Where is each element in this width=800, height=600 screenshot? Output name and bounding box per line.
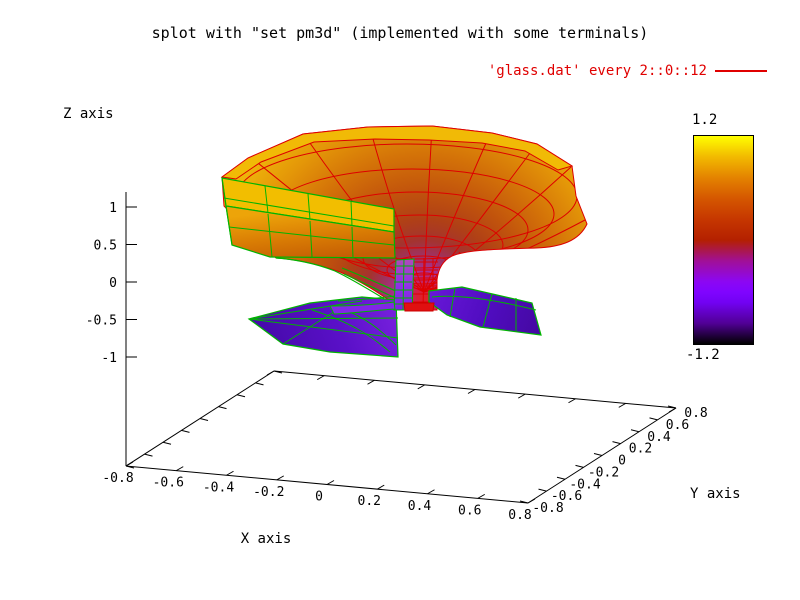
x-tick — [125, 461, 134, 467]
z-tick-label: 0 — [109, 276, 117, 291]
y-tick-mirror — [199, 418, 209, 421]
x-tick-label: -0.8 — [102, 471, 133, 486]
x-tick — [527, 498, 536, 504]
z-axis-label: Z axis — [63, 106, 114, 122]
x-tick-label: -0.6 — [153, 476, 184, 491]
axes: -0.8 -0.6 -0.4 -0.2 0 0.2 0.4 0.6 0.8 -0.8-0.6-0.… — [86, 192, 708, 523]
x-tick-label: 0.8 — [508, 508, 531, 523]
x-tick-label: 0.6 — [458, 503, 481, 518]
x-tick-label: 0.2 — [358, 494, 381, 509]
y-tick — [593, 453, 603, 456]
x-tick-label: 0.4 — [408, 499, 432, 514]
stem-bottom — [403, 302, 435, 312]
base-right-petal-mesh — [431, 287, 537, 331]
glass-surface — [220, 125, 588, 358]
x-tick-mirror — [367, 379, 375, 385]
y-tick-label: 0.6 — [666, 418, 689, 433]
z-tick-label: 0.5 — [94, 239, 117, 254]
x-tick — [326, 480, 335, 485]
y-tick — [556, 476, 566, 480]
x-tick — [276, 475, 284, 481]
rim-band-front-mesh — [221, 177, 395, 259]
y-tick — [575, 464, 584, 468]
x-tick-mirror — [467, 389, 476, 394]
x-tick — [477, 493, 485, 499]
legend: 'glass.dat' every 2::0::12 — [488, 63, 767, 79]
y-tick-label: 0.2 — [629, 442, 652, 457]
y-tick-mirror — [255, 382, 264, 386]
y-tick-mirror — [273, 370, 283, 374]
colorbar-min-label: -1.2 — [686, 347, 720, 363]
y-tick-mirror — [144, 453, 153, 457]
y-tick-label: -0.4 — [569, 477, 600, 492]
x-tick-mirror — [618, 402, 626, 408]
x-tick — [176, 466, 184, 472]
y-tick — [667, 405, 677, 409]
x-tick-mirror — [317, 375, 325, 381]
y-tick-label: -0.6 — [551, 489, 582, 504]
x-tick-mirror — [518, 393, 526, 399]
x-tick — [226, 470, 234, 476]
y-tick — [519, 500, 529, 504]
y-tick — [538, 488, 547, 492]
stem-foot-flare — [329, 301, 396, 315]
x-tick-mirror — [417, 384, 425, 390]
x-axis-label: X axis — [240, 531, 292, 547]
x-tick-label: -0.2 — [253, 485, 284, 500]
y-tick-label: -0.8 — [532, 501, 563, 516]
stem-front-mesh — [394, 258, 413, 311]
rim-top-strip — [220, 125, 574, 180]
x-tick — [427, 489, 435, 495]
y-tick-mirror — [125, 465, 135, 469]
legend-label: 'glass.dat' every 2::0::12 — [487, 63, 707, 79]
x-tick-label: -0.4 — [203, 480, 234, 495]
stem-foot-arc — [337, 295, 395, 302]
colorbar-max-label: 1.2 — [692, 112, 718, 128]
x-tick — [377, 484, 385, 490]
z-tick-label: -0.5 — [86, 314, 117, 329]
base-right-petal — [428, 286, 542, 336]
x-tick-label: 0 — [315, 490, 323, 505]
y-tick-label: -0.2 — [588, 465, 619, 480]
x-tick-mirror — [568, 398, 576, 404]
y-tick-mirror — [236, 394, 246, 398]
chart-title: splot with "set pm3d" (implemented with … — [151, 24, 649, 42]
x-tick-mirror — [668, 407, 677, 413]
y-tick-mirror — [218, 406, 227, 410]
legend-line-sample — [715, 70, 767, 72]
colorbar-gradient — [693, 135, 754, 345]
y-tick-mirror — [162, 441, 172, 445]
z-tick-label: 1 — [109, 201, 117, 216]
y-tick — [630, 429, 640, 433]
y-tick-mirror — [181, 429, 190, 433]
z-tick-label: -1 — [101, 351, 117, 366]
rim-band-top-mesh — [223, 185, 395, 227]
y-tick-label: 0 — [618, 454, 626, 469]
y-tick — [612, 441, 621, 445]
base-left-petal-mesh — [248, 300, 399, 353]
y-tick-label: 0.8 — [684, 406, 707, 421]
y-tick — [649, 417, 658, 421]
x-tick-mirror — [266, 370, 275, 376]
y-axis-label: Y axis — [690, 486, 741, 502]
y-tick-label: 0.4 — [647, 430, 671, 445]
